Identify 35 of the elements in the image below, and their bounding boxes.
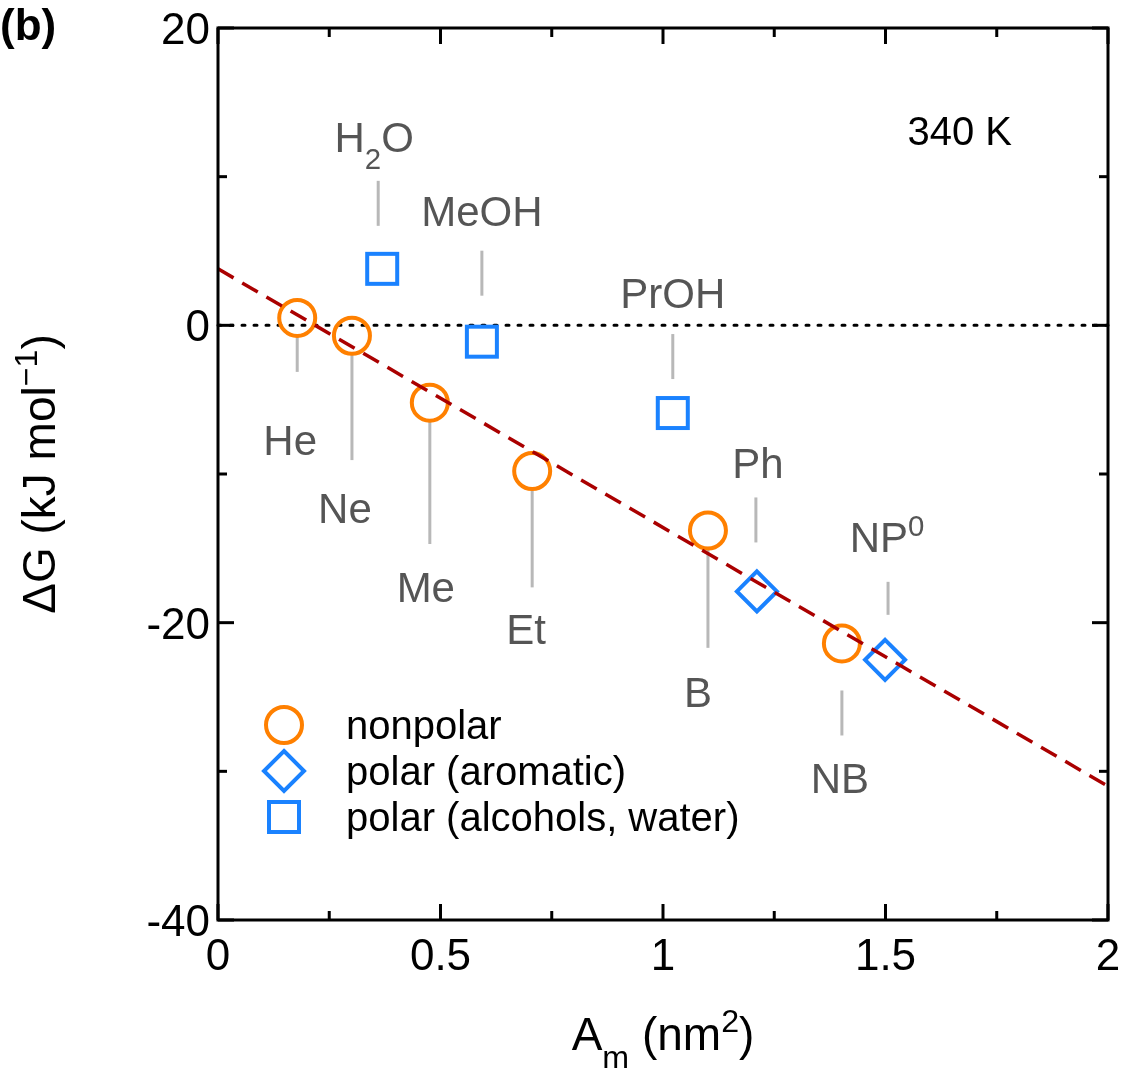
legend-label: nonpolar — [346, 703, 502, 747]
annotation: Me — [396, 563, 455, 611]
point — [734, 569, 779, 614]
annotation: H$_{2}$O — [334, 113, 414, 175]
point — [821, 623, 862, 664]
annotation: PrOH — [620, 270, 726, 318]
annotation: NP$^{0}$ — [849, 508, 925, 561]
x-tick-label: 2 — [1095, 930, 1121, 979]
x-tick-label: 1 — [650, 930, 676, 979]
y-tick-label: 20 — [161, 4, 210, 53]
point — [277, 297, 318, 338]
text: (b) — [0, 0, 57, 49]
y-tick-label: -40 — [146, 896, 210, 945]
legend-label: polar (aromatic) — [346, 749, 627, 793]
y-tick-label: -20 — [146, 598, 210, 648]
annotation: Ne — [318, 485, 372, 533]
annotation: NB — [810, 755, 870, 803]
point — [863, 637, 908, 682]
y-tick-label: 0 — [185, 301, 210, 351]
x-axis-title: A$_{m}$ (nm$^{2}$) — [571, 1003, 755, 1069]
annotation: Ph — [732, 440, 784, 488]
x-tick-label: 0.5 — [409, 930, 472, 979]
point — [409, 382, 450, 423]
annotation: He — [263, 416, 318, 464]
point — [331, 315, 372, 356]
point — [365, 251, 400, 286]
point — [464, 324, 499, 359]
annotation: B — [683, 668, 712, 716]
annotation: 340 K — [907, 109, 1013, 153]
annotation: MeOH — [421, 187, 543, 235]
point — [687, 510, 728, 551]
point — [655, 396, 690, 431]
annotation: Et — [506, 606, 547, 654]
x-tick-label: 1.5 — [854, 930, 917, 979]
legend-label: polar (alcohols, water) — [346, 795, 740, 839]
